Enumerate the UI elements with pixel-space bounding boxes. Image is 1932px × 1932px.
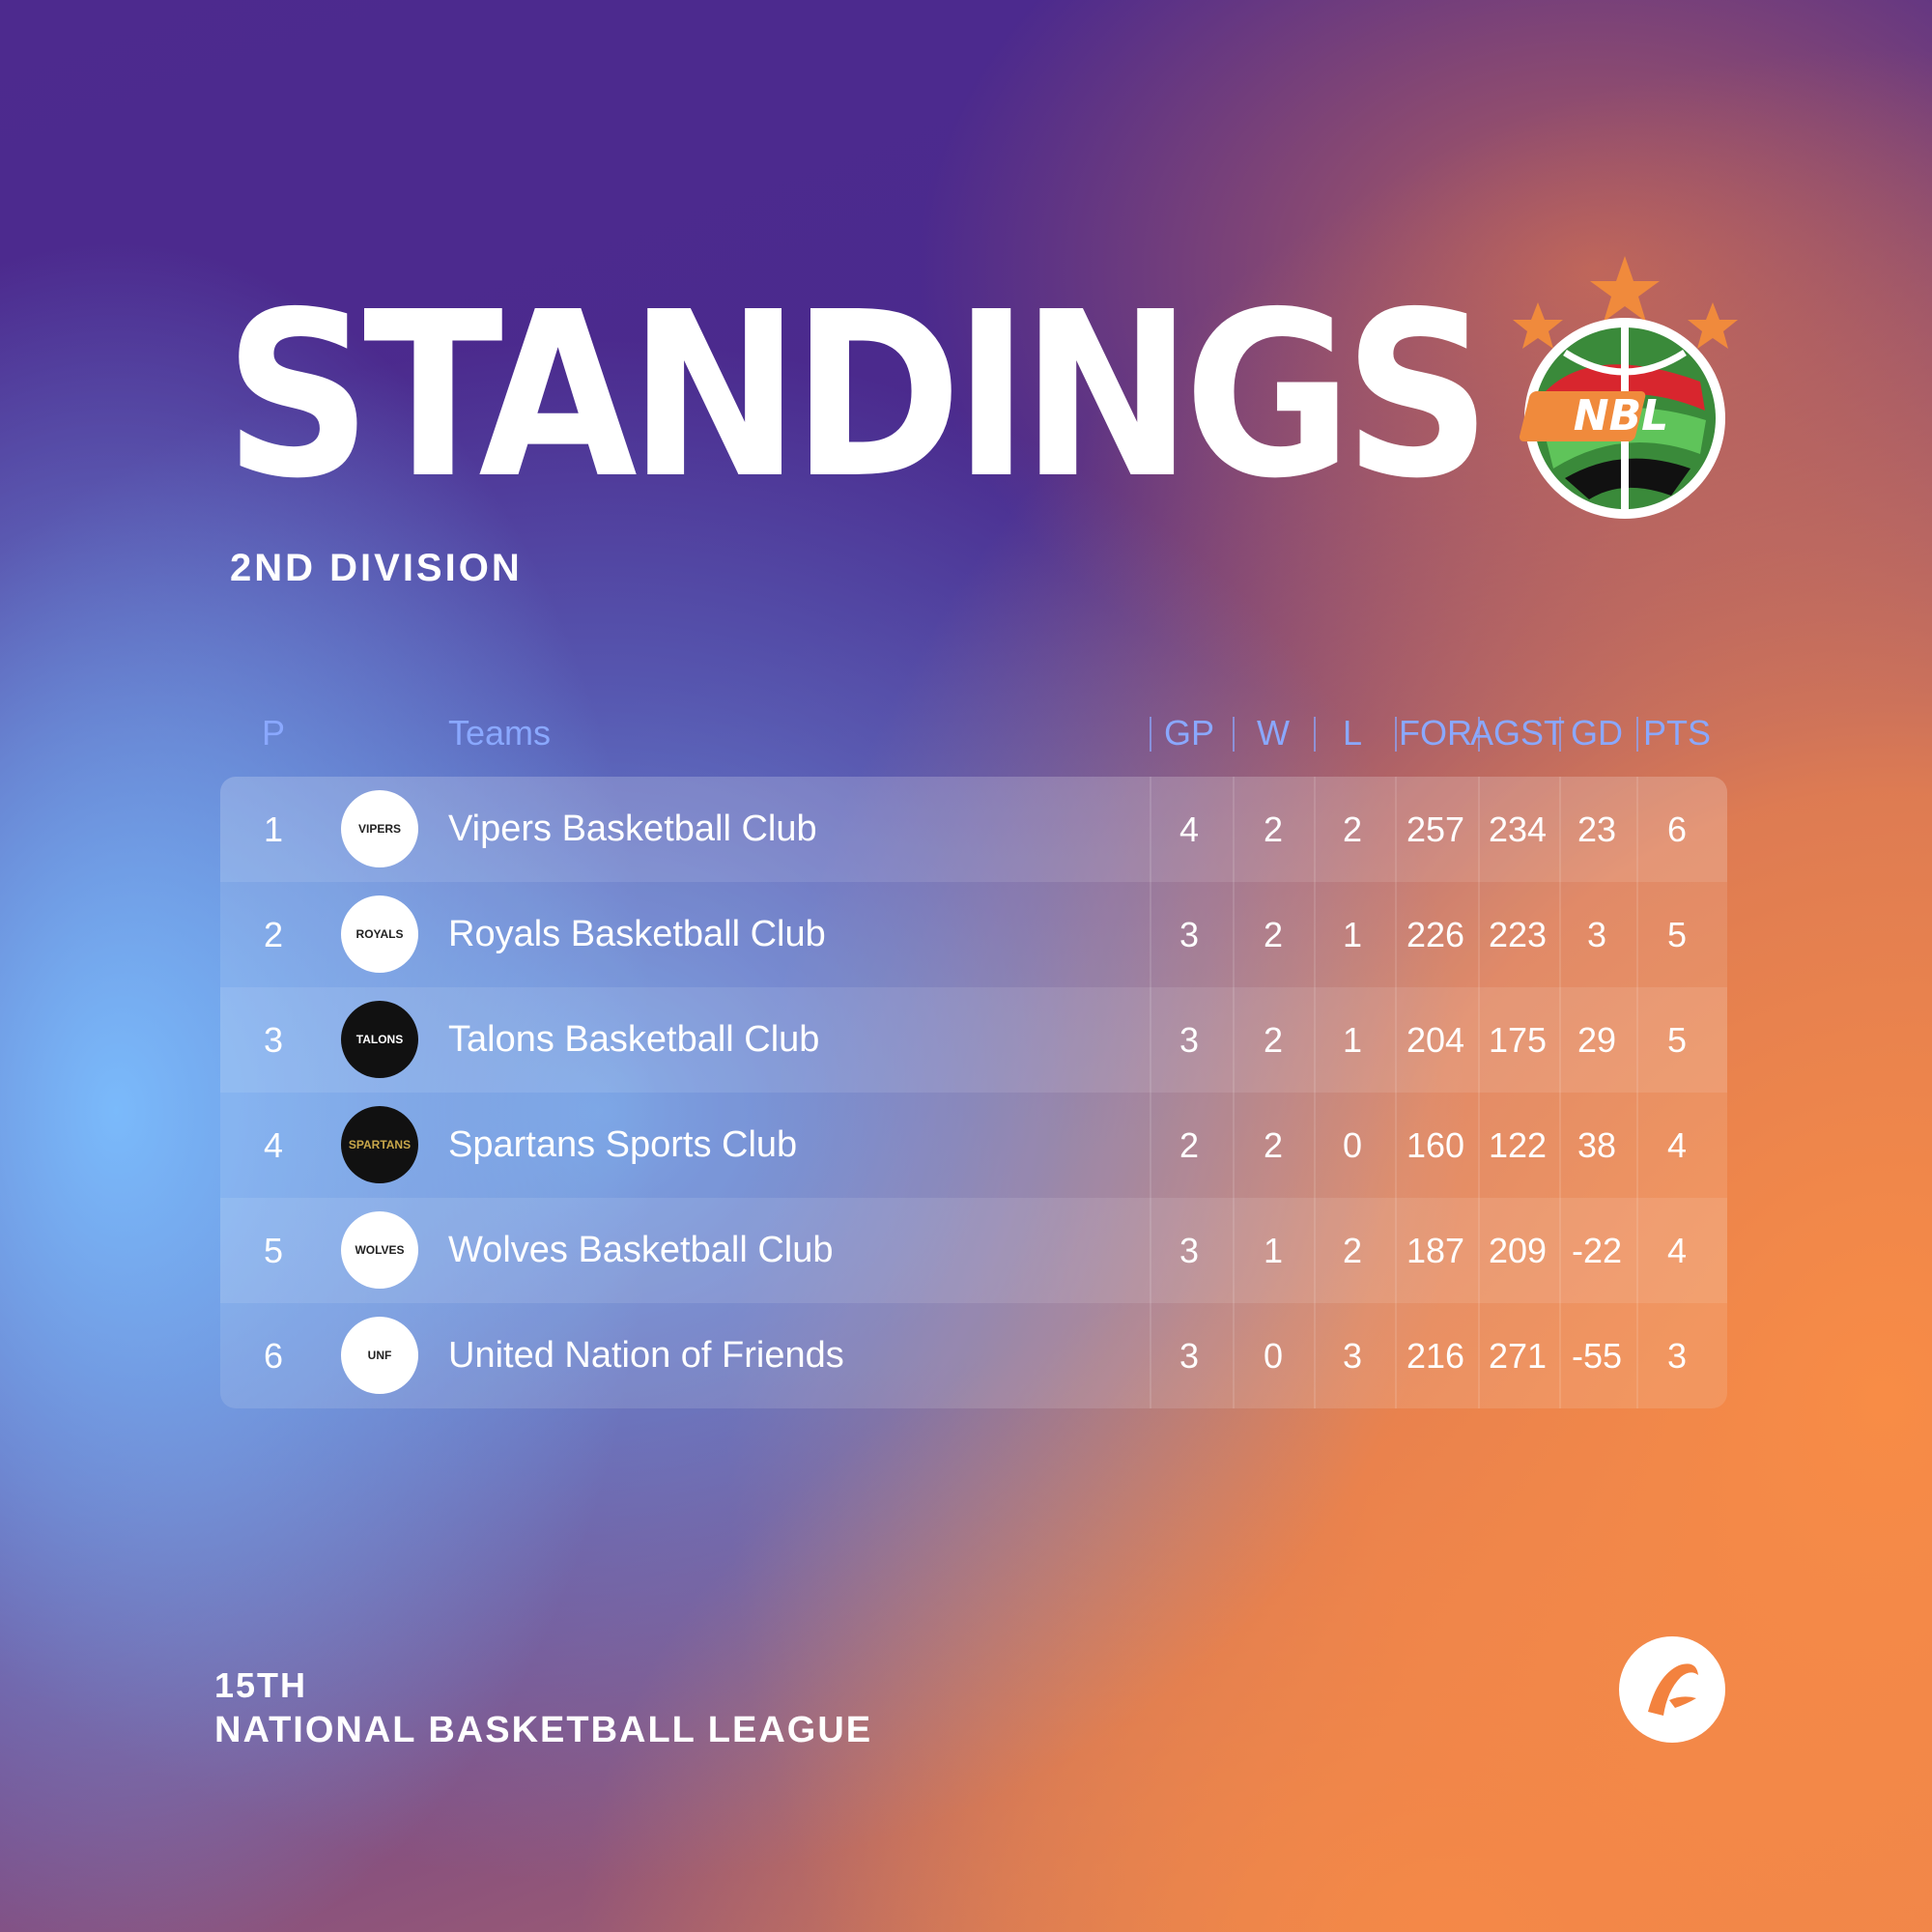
gp-cell: 2	[1179, 1125, 1200, 1165]
col-header-l: L	[1342, 713, 1363, 753]
gd-cell: -22	[1571, 1231, 1623, 1270]
table-row: 4 SPARTANS Spartans Sports Club 2 2 0 16…	[220, 1093, 1727, 1198]
col-header-pts: PTS	[1642, 713, 1712, 753]
arrow-badge-icon	[1619, 1636, 1725, 1743]
w-cell: 2	[1263, 915, 1284, 954]
table-row: 5 WOLVES Wolves Basketball Club 3 1 2 18…	[220, 1198, 1727, 1303]
gp-cell: 3	[1179, 1020, 1200, 1060]
l-cell: 1	[1342, 915, 1363, 954]
l-cell: 1	[1342, 1020, 1363, 1060]
position-cell: 1	[263, 810, 284, 849]
agst-cell: 122	[1488, 1125, 1548, 1165]
gd-cell: 29	[1577, 1020, 1617, 1060]
position-cell: 4	[263, 1125, 284, 1165]
division-subtitle: 2ND DIVISION	[230, 547, 523, 589]
pts-cell: 3	[1666, 1336, 1688, 1376]
w-cell: 2	[1263, 810, 1284, 849]
gp-cell: 3	[1179, 915, 1200, 954]
l-cell: 2	[1342, 1231, 1363, 1270]
nbl-logo-icon: NBL	[1513, 256, 1738, 519]
for-cell: 226	[1406, 915, 1465, 954]
vipers-logo-icon: VIPERS	[341, 790, 418, 867]
col-header-for: FOR	[1399, 713, 1472, 753]
gp-cell: 3	[1179, 1336, 1200, 1376]
col-header-gd: GD	[1571, 713, 1623, 753]
team-name: United Nation of Friends	[448, 1335, 844, 1376]
gd-cell: 38	[1577, 1125, 1617, 1165]
standings-table: 1 VIPERS Vipers Basketball Club 4 2 2 25…	[220, 777, 1727, 1408]
svg-text:NBL: NBL	[1574, 391, 1668, 440]
gd-cell: 3	[1586, 915, 1607, 954]
page-title: STANDINGS	[224, 263, 1492, 528]
col-header-agst: AGST	[1469, 713, 1566, 753]
team-name: Spartans Sports Club	[448, 1124, 798, 1165]
pts-cell: 6	[1666, 810, 1688, 849]
l-cell: 0	[1342, 1125, 1363, 1165]
table-row: 2 ROYALS Royals Basketball Club 3 2 1 22…	[220, 882, 1727, 987]
col-header-teams: Teams	[448, 713, 552, 753]
agst-cell: 175	[1488, 1020, 1548, 1060]
standings-table-header: P Teams GP W L FOR AGST GD PTS	[220, 713, 1727, 755]
col-header-w: W	[1257, 713, 1290, 753]
footer-edition: 15TH	[214, 1665, 308, 1705]
team-name: Royals Basketball Club	[448, 914, 826, 954]
l-cell: 2	[1342, 810, 1363, 849]
gp-cell: 3	[1179, 1231, 1200, 1270]
team-name: Talons Basketball Club	[448, 1019, 820, 1060]
for-cell: 216	[1406, 1336, 1465, 1376]
agst-cell: 271	[1488, 1336, 1548, 1376]
col-header-position: P	[261, 713, 286, 753]
agst-cell: 234	[1488, 810, 1548, 849]
position-cell: 5	[263, 1231, 284, 1270]
table-row: 1 VIPERS Vipers Basketball Club 4 2 2 25…	[220, 777, 1727, 882]
team-name: Vipers Basketball Club	[448, 809, 817, 849]
pts-cell: 4	[1666, 1125, 1688, 1165]
w-cell: 1	[1263, 1231, 1284, 1270]
for-cell: 204	[1406, 1020, 1465, 1060]
wolves-logo-icon: WOLVES	[341, 1211, 418, 1289]
spartans-logo-icon: SPARTANS	[341, 1106, 418, 1183]
table-row: 3 TALONS Talons Basketball Club 3 2 1 20…	[220, 987, 1727, 1093]
position-cell: 6	[263, 1336, 284, 1376]
pts-cell: 4	[1666, 1231, 1688, 1270]
w-cell: 2	[1263, 1125, 1284, 1165]
agst-cell: 223	[1488, 915, 1548, 954]
footer-league-name: NATIONAL BASKETBALL LEAGUE	[214, 1710, 873, 1750]
gp-cell: 4	[1179, 810, 1200, 849]
for-cell: 187	[1406, 1231, 1465, 1270]
w-cell: 2	[1263, 1020, 1284, 1060]
col-header-gp: GP	[1163, 713, 1215, 753]
pts-cell: 5	[1666, 1020, 1688, 1060]
position-cell: 3	[263, 1020, 284, 1060]
pts-cell: 5	[1666, 915, 1688, 954]
gd-cell: -55	[1571, 1336, 1623, 1376]
agst-cell: 209	[1488, 1231, 1548, 1270]
w-cell: 0	[1263, 1336, 1284, 1376]
table-row: 6 UNF United Nation of Friends 3 0 3 216…	[220, 1303, 1727, 1408]
talons-logo-icon: TALONS	[341, 1001, 418, 1078]
team-name: Wolves Basketball Club	[448, 1230, 834, 1270]
royals-logo-icon: ROYALS	[341, 895, 418, 973]
for-cell: 257	[1406, 810, 1465, 849]
unf-logo-icon: UNF	[341, 1317, 418, 1394]
gd-cell: 23	[1577, 810, 1617, 849]
l-cell: 3	[1342, 1336, 1363, 1376]
position-cell: 2	[263, 915, 284, 954]
for-cell: 160	[1406, 1125, 1465, 1165]
